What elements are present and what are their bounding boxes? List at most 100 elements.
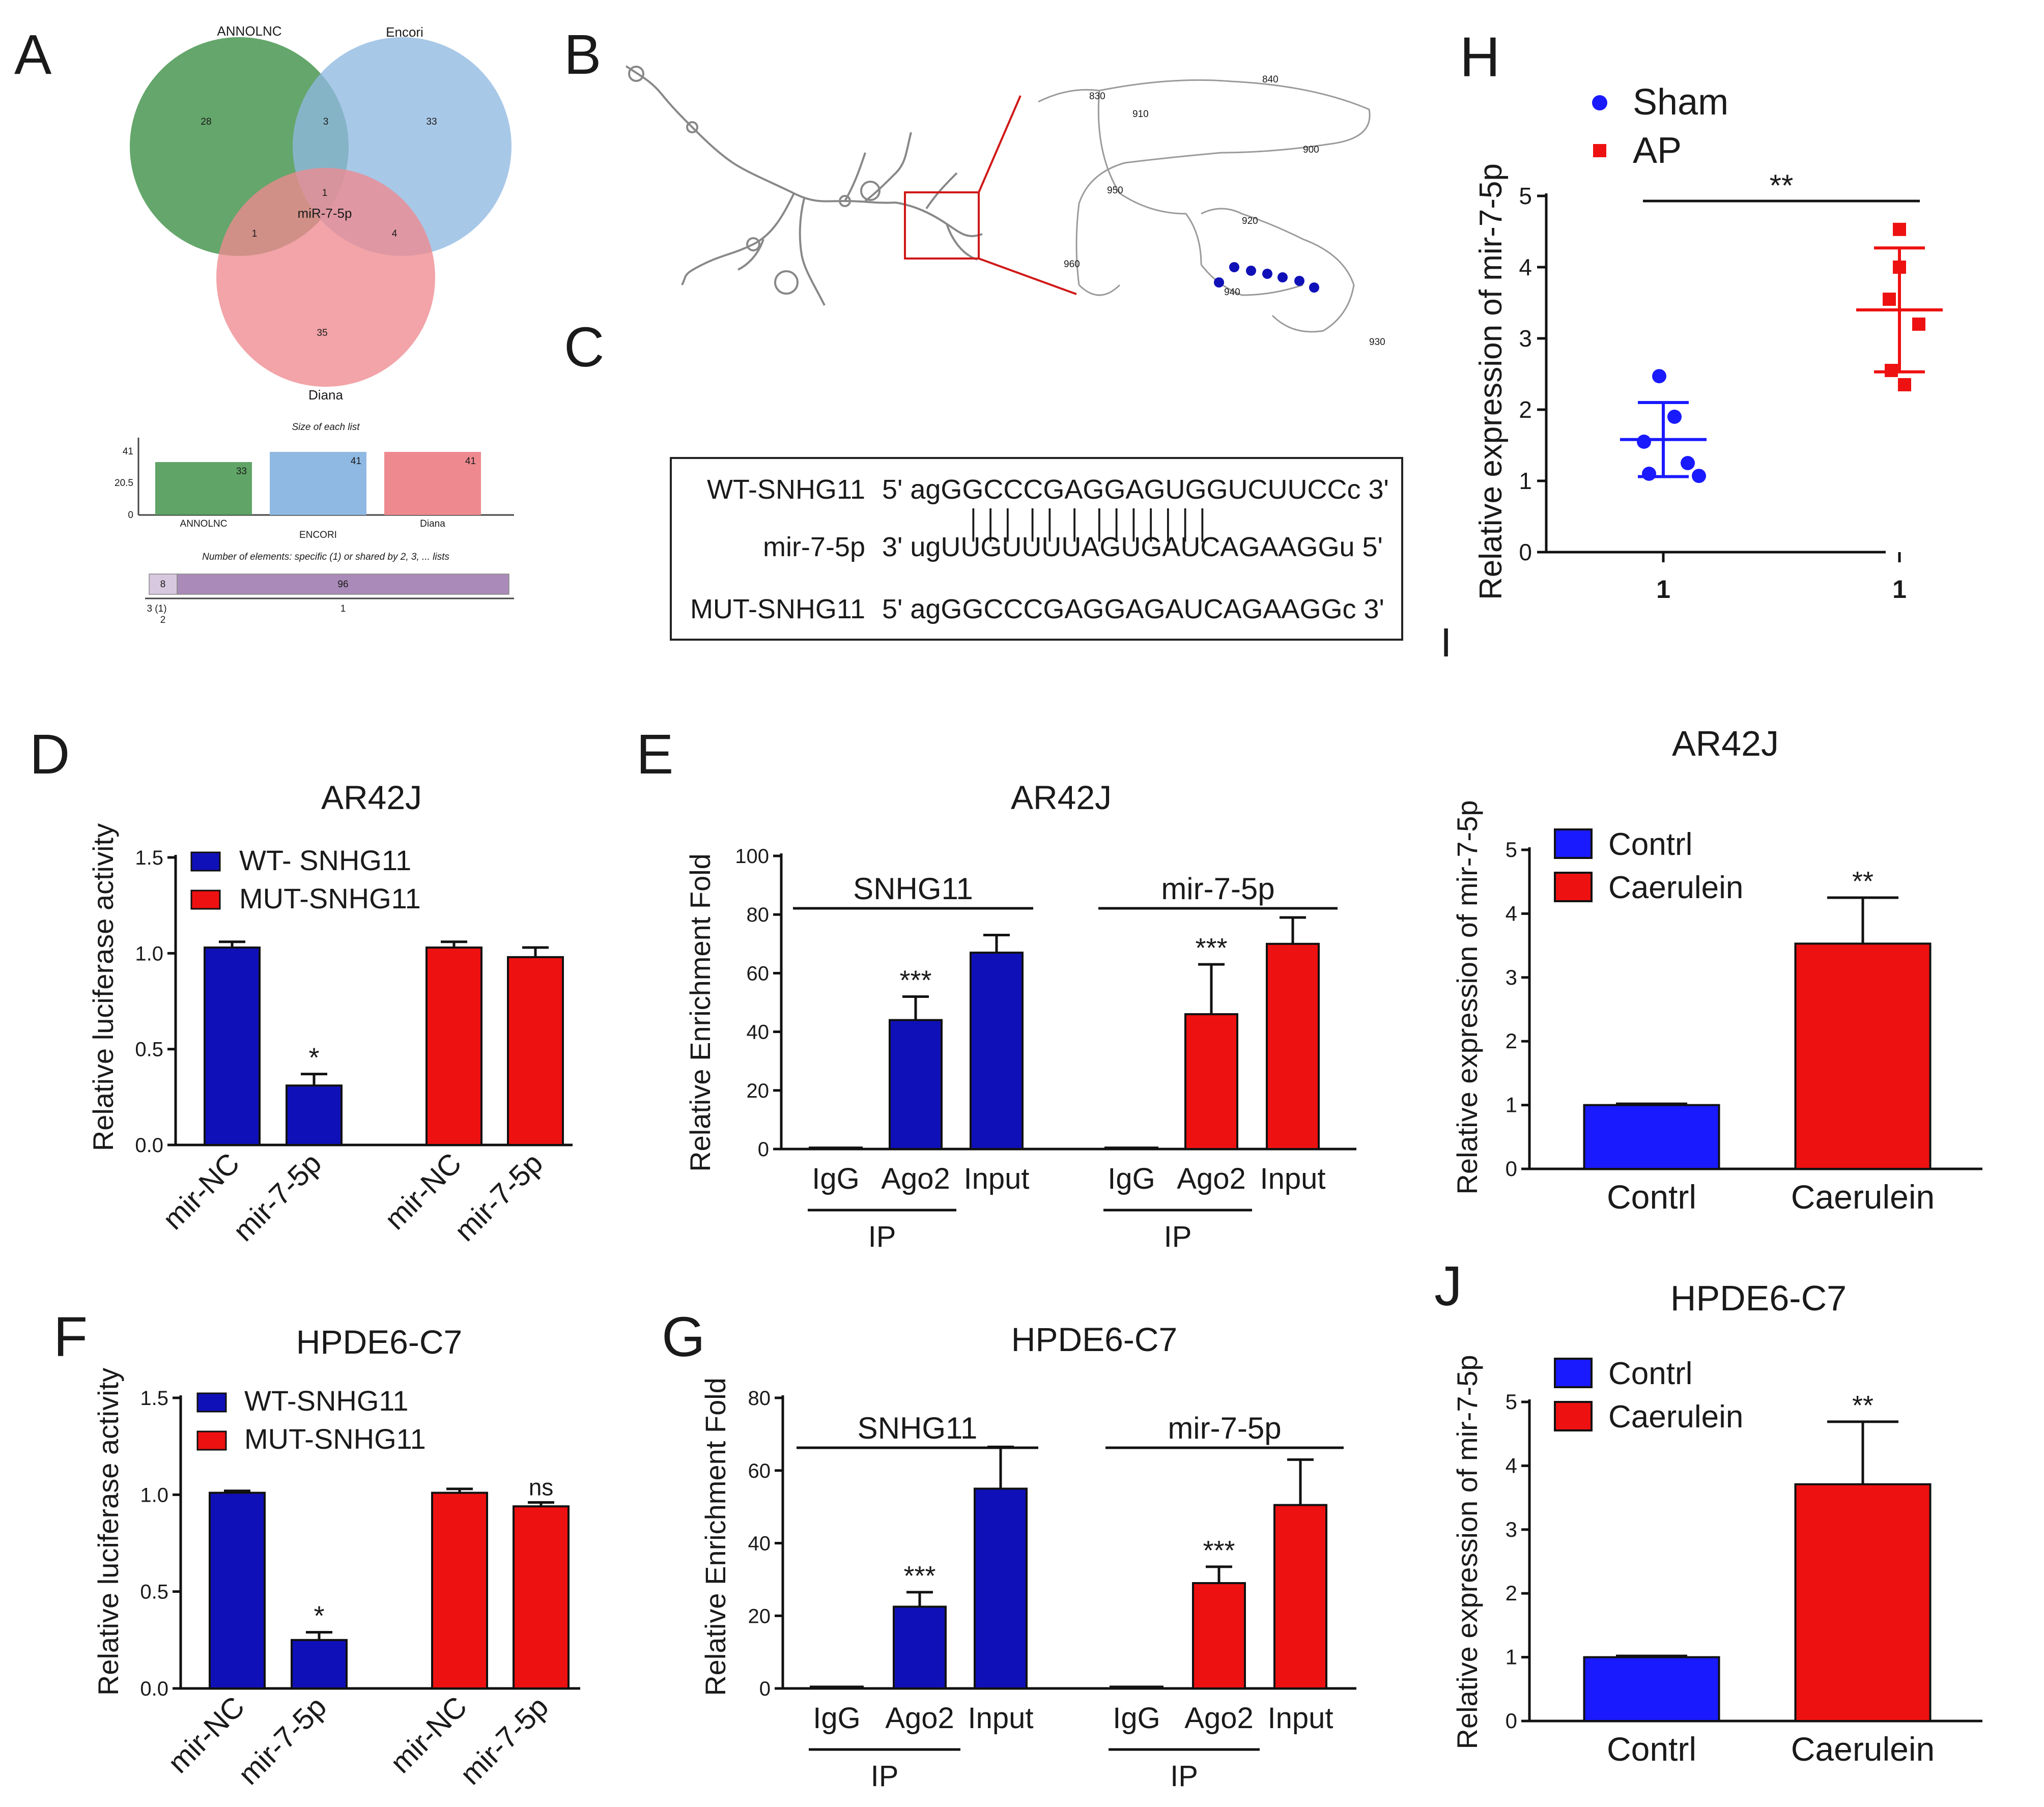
charte-xcat-4: Ago2: [1177, 1162, 1245, 1195]
venn-set-encori: Encori: [386, 24, 423, 40]
chartg-bar-2: [974, 1487, 1028, 1689]
chart-h-point-sham-1: [1667, 410, 1682, 424]
charti-ytick-5: 5: [1506, 838, 1517, 862]
rna-pos-900: 900: [1303, 145, 1319, 155]
chart-h-ytick-0: 0: [1519, 539, 1532, 565]
rna-pos-910: 910: [1132, 109, 1149, 120]
upset-caption: Number of elements: specific (1) or shar…: [202, 552, 449, 562]
chartf-xcat-1: mir-7-5p: [232, 1690, 333, 1791]
chartg-ip-label-0: IP: [871, 1760, 899, 1793]
upset-bar-annolnc: [155, 462, 252, 515]
charte-bar-3: [1104, 1146, 1158, 1151]
charte-group-label-1: mir-7-5p: [1161, 872, 1274, 906]
upset-bar-value-diana: 41: [465, 456, 476, 467]
panel-label-h: H: [1460, 26, 1500, 89]
chartf-ytick-1: 0.5: [140, 1581, 168, 1603]
chart-f-title: HPDE6-C7: [296, 1323, 462, 1361]
chart-h-point-sham-4: [1642, 467, 1656, 481]
chart-h-significance: **: [1770, 168, 1794, 203]
venn-region-diana-only: 35: [317, 328, 327, 338]
chartg-star-4: ***: [1203, 1535, 1235, 1566]
chartd-star-1: *: [308, 1043, 319, 1073]
upset-list-encori: ENCORI: [299, 530, 337, 540]
zoom-line-bottom: [978, 257, 1077, 295]
panel-label-g: G: [662, 1306, 705, 1368]
venn-region-annolnc-encori: 3: [323, 117, 329, 127]
chartj-ytick-2: 2: [1506, 1581, 1517, 1605]
panel-e: E AR42J Relative Enrichment Fold 0 20 40 60…: [636, 723, 1356, 1253]
upset-segment-specific: [177, 573, 509, 595]
chartf-star-3: ns: [529, 1474, 554, 1501]
chartf-star-1: *: [314, 1601, 324, 1631]
rna-pos-960: 960: [1064, 259, 1080, 270]
seq-wt: 5' agGGCCCGAGGAGUGGUCUUCCc 3': [882, 474, 1389, 505]
chartd-bar-0: [204, 946, 261, 1146]
charti-ytick-1: 1: [1506, 1093, 1517, 1117]
chart-j-title: HPDE6-C7: [1670, 1278, 1847, 1318]
charte-ip-label-0: IP: [868, 1220, 896, 1253]
charte-ytick-4: 80: [747, 904, 770, 926]
panel-label-c: C: [564, 316, 604, 379]
chartg-xcat-4: Ago2: [1184, 1702, 1253, 1735]
rna-pos-920: 920: [1242, 216, 1258, 226]
venn-region-mir-7-5p: miR-7-5p: [298, 206, 352, 221]
chartg-group-label-1: mir-7-5p: [1168, 1411, 1281, 1445]
charti-bar-0: [1583, 1104, 1720, 1170]
panel-label-b: B: [564, 23, 601, 86]
chartg-bar-5: [1273, 1504, 1327, 1689]
chart-f-legend-mut: MUT-SNHG11: [244, 1423, 426, 1455]
chartf-bar-1: [291, 1639, 348, 1689]
chartf-bar-0: [209, 1492, 266, 1689]
upset-ytick-0: 41: [123, 446, 133, 457]
chart-h-point-sham-3: [1681, 456, 1695, 470]
chart-h-legend-ap: AP: [1633, 130, 1682, 171]
upset-segment-shared: [149, 573, 178, 595]
chart-j-legend-caerulein: Caerulein: [1608, 1399, 1743, 1435]
chart-h-ytick-4: 4: [1519, 254, 1532, 280]
zoom-box: [904, 191, 980, 260]
chartd-xcat-3: mir-7-5p: [448, 1146, 550, 1248]
chart-h-point-sham-0: [1652, 369, 1666, 384]
rna-pos-950: 950: [1107, 185, 1123, 196]
chart-f-legend-swatch-mut: [196, 1430, 227, 1451]
chart-i-legend-swatch-contrl: [1554, 828, 1593, 859]
chart-d-title: AR42J: [321, 779, 422, 816]
charte-bar-4: [1184, 1013, 1238, 1151]
chart-h-ylabel: Relative expression of mir-7-5p: [1473, 163, 1509, 600]
chart-j-legend-swatch-contrl: [1554, 1358, 1593, 1388]
chartg-ytick-3: 60: [748, 1460, 771, 1482]
chart-g-title: HPDE6-C7: [1011, 1321, 1177, 1358]
seq-name-wt: WT-SNHG11: [707, 474, 865, 505]
seq-name-mut: MUT-SNHG11: [690, 594, 865, 624]
charti-star-1: **: [1852, 866, 1873, 897]
chart-h-ytick-3: 3: [1519, 325, 1532, 352]
chartj-ytick-1: 1: [1506, 1645, 1517, 1669]
chart-g-ylabel: Relative Enrichment Fold: [699, 1378, 731, 1696]
panel-label-d: D: [30, 723, 70, 786]
panel-g: G HPDE6-C7 Relative Enrichment Fold 0 20 4…: [662, 1306, 1356, 1793]
chartd-bar-3: [507, 956, 564, 1146]
upset-title: Size of each list: [292, 422, 360, 433]
upset-bar-encori: [270, 452, 366, 515]
chart-d-legend-mut: MUT-SNHG11: [239, 882, 421, 914]
chartf-xcat-3: mir-7-5p: [454, 1690, 555, 1791]
venn-region-encori-diana: 4: [392, 228, 398, 239]
panel-label-e: E: [636, 723, 673, 786]
chartj-ytick-5: 5: [1506, 1390, 1517, 1414]
charti-xcat-1: Caerulein: [1791, 1178, 1935, 1216]
chart-j-legend-contrl: Contrl: [1608, 1356, 1692, 1391]
panel-d: D AR42J Relative luciferase activity WT-…: [30, 723, 573, 1248]
panel-h: H Relative expression of mir-7-5p Sham A…: [1460, 26, 1943, 604]
chart-i-ylabel: Relative expression of mir-7-5p: [1451, 800, 1483, 1195]
charti-ytick-4: 4: [1506, 901, 1517, 925]
chartd-bar-2: [425, 946, 482, 1146]
venn-region-encori-only: 33: [426, 117, 437, 127]
upset-axis-tick-2: 1: [340, 604, 346, 614]
charte-xcat-0: IgG: [812, 1162, 860, 1195]
chart-d-legend-swatch-mut: [190, 890, 221, 910]
chartg-xcat-0: IgG: [813, 1702, 861, 1735]
seq-mut: 5' agGGCCCGAGGAGAUCAGAAGGc 3': [882, 594, 1384, 624]
upset-list-annolnc: ANNOLNC: [180, 519, 228, 529]
panel-label-i: I: [1440, 620, 1452, 665]
panel-label-j: J: [1434, 1255, 1462, 1317]
